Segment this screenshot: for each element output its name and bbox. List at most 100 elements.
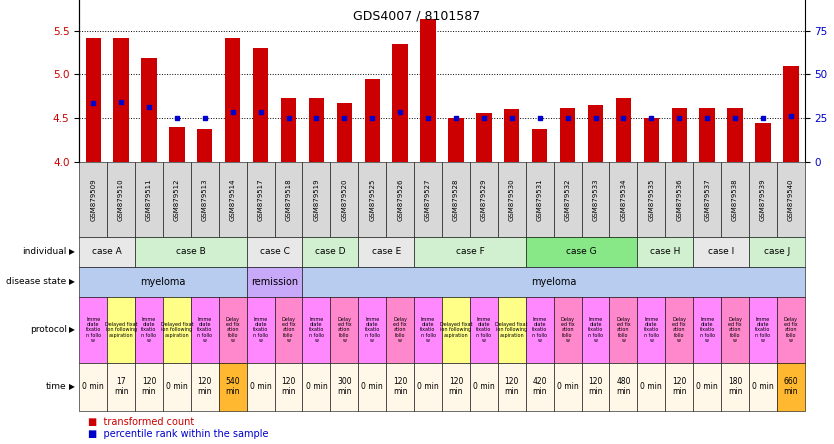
Text: GSM879517: GSM879517 [258,178,264,221]
Text: case I: case I [708,247,734,256]
Bar [615,98,631,162]
Text: GSM879528: GSM879528 [453,178,459,221]
Text: case J: case J [764,247,790,256]
Bar [671,108,687,162]
Text: Imme
diate
fixatio
n follo
w: Imme diate fixatio n follo w [644,317,659,343]
Text: Imme
diate
fixatio
n follo
w: Imme diate fixatio n follo w [756,317,771,343]
Text: Delay
ed fix
ation
follo
w: Delay ed fix ation follo w [672,317,686,343]
Text: Delay
ed fix
ation
follo
w: Delay ed fix ation follo w [560,317,575,343]
Bar [113,38,128,162]
Bar [393,44,408,162]
Text: GSM879519: GSM879519 [314,178,319,221]
Text: Imme
diate
fixatio
n follo
w: Imme diate fixatio n follo w [588,317,603,343]
Text: 300
min: 300 min [337,377,352,396]
Text: ■  percentile rank within the sample: ■ percentile rank within the sample [88,429,268,439]
Text: Imme
diate
fixatio
n follo
w: Imme diate fixatio n follo w [364,317,380,343]
Text: 120
min: 120 min [588,377,603,396]
Text: 0 min: 0 min [361,382,383,391]
Text: GSM879510: GSM879510 [118,178,124,221]
Text: individual: individual [23,247,67,256]
Text: ▶: ▶ [69,247,75,256]
Text: 120
min: 120 min [505,377,519,396]
Bar [504,110,520,162]
Text: Delayed fixat
ion following
aspiration: Delayed fixat ion following aspiration [105,322,138,338]
Text: 0 min: 0 min [249,382,272,391]
Text: Delay
ed fix
ation
follo
w: Delay ed fix ation follo w [728,317,742,343]
Text: 0 min: 0 min [696,382,718,391]
Text: GSM879531: GSM879531 [537,178,543,221]
Bar [141,58,157,162]
Text: case C: case C [259,247,289,256]
Text: time: time [46,382,67,391]
Text: Imme
diate
fixatio
n follo
w: Imme diate fixatio n follo w [476,317,491,343]
Bar [644,118,659,162]
Text: 120
min: 120 min [198,377,212,396]
Text: GSM879511: GSM879511 [146,178,152,221]
Bar [197,129,213,162]
Text: disease state: disease state [7,278,67,286]
Bar [169,127,184,162]
Text: Delay
ed fix
ation
follo
w: Delay ed fix ation follo w [337,317,351,343]
Text: ▶: ▶ [69,278,75,286]
Text: case F: case F [455,247,485,256]
Text: 0 min: 0 min [752,382,774,391]
Text: myeloma: myeloma [140,277,186,287]
Text: case A: case A [93,247,122,256]
Text: GSM879513: GSM879513 [202,178,208,221]
Text: 660
min: 660 min [784,377,798,396]
Bar [756,123,771,162]
Text: Delayed fixat
ion following
aspiration: Delayed fixat ion following aspiration [495,322,528,338]
Text: GSM879530: GSM879530 [509,178,515,221]
Bar [783,66,798,162]
Text: Imme
diate
fixatio
n follo
w: Imme diate fixatio n follo w [141,317,157,343]
Text: 0 min: 0 min [83,382,104,391]
Text: 540
min: 540 min [225,377,240,396]
Text: Delayed fixat
ion following
aspiration: Delayed fixat ion following aspiration [161,322,193,338]
Text: GSM879534: GSM879534 [620,178,626,221]
Text: 120
min: 120 min [393,377,408,396]
Text: Imme
diate
fixatio
n follo
w: Imme diate fixatio n follo w [86,317,101,343]
Text: Delay
ed fix
ation
follo
w: Delay ed fix ation follo w [393,317,407,343]
Bar [337,103,352,162]
Text: 120
min: 120 min [449,377,463,396]
Bar [281,98,296,162]
Text: case B: case B [176,247,206,256]
Bar [449,118,464,162]
Text: 0 min: 0 min [417,382,439,391]
Text: 180
min: 180 min [728,377,742,396]
Text: 120
min: 120 min [142,377,156,396]
Text: GSM879514: GSM879514 [229,178,236,221]
Text: GSM879532: GSM879532 [565,178,570,221]
Text: GSM879518: GSM879518 [285,178,292,221]
Text: ▶: ▶ [69,325,75,334]
Text: GSM879539: GSM879539 [760,178,766,221]
Bar [309,98,324,162]
Text: Delay
ed fix
ation
follo
w: Delay ed fix ation follo w [784,317,798,343]
Text: GSM879535: GSM879535 [648,178,655,221]
Text: GSM879512: GSM879512 [174,178,180,221]
Text: 17
min: 17 min [113,377,128,396]
Text: GSM879538: GSM879538 [732,178,738,221]
Text: GDS4007 / 8101587: GDS4007 / 8101587 [354,10,480,23]
Text: ■  transformed count: ■ transformed count [88,416,193,427]
Bar [364,79,380,162]
Text: GSM879526: GSM879526 [397,178,403,221]
Text: Delay
ed fix
ation
follo
w: Delay ed fix ation follo w [226,317,239,343]
Bar [253,48,269,162]
Text: GSM879527: GSM879527 [425,178,431,221]
Text: GSM879520: GSM879520 [341,178,347,221]
Bar [560,108,575,162]
Text: Delay
ed fix
ation
follo
w: Delay ed fix ation follo w [282,317,295,343]
Bar [727,108,743,162]
Text: Imme
diate
fixatio
n follo
w: Imme diate fixatio n follo w [197,317,213,343]
Text: myeloma: myeloma [531,277,576,287]
Text: 0 min: 0 min [473,382,495,391]
Text: remission: remission [251,277,298,287]
Text: GSM879537: GSM879537 [704,178,710,221]
Text: GSM879540: GSM879540 [788,178,794,221]
Bar [532,129,547,162]
Text: 0 min: 0 min [641,382,662,391]
Text: case E: case E [372,247,401,256]
Bar [420,19,435,162]
Text: Imme
diate
fixatio
n follo
w: Imme diate fixatio n follo w [253,317,269,343]
